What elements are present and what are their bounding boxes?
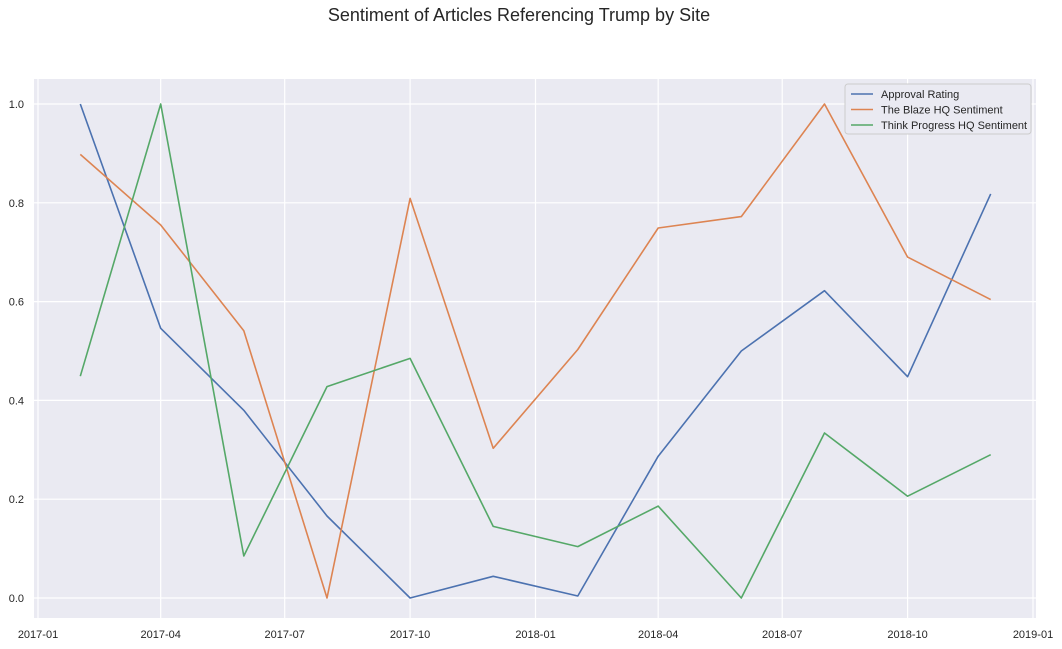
series-line-1 <box>79 103 992 599</box>
y-tick-label: 0.6 <box>9 297 24 309</box>
y-tick-label: 0.2 <box>9 494 24 506</box>
y-tick-label: 0.8 <box>9 198 24 210</box>
chart-title: Sentiment of Articles Referencing Trump … <box>328 5 710 25</box>
x-tick-label: 2017-10 <box>390 629 430 641</box>
series-line-3 <box>79 103 992 599</box>
x-tick-label: 2017-07 <box>265 629 305 641</box>
series-line-2 <box>79 103 992 599</box>
x-tick-label: 2019-01 <box>1013 629 1053 641</box>
y-tick-label: 0.4 <box>9 395 24 407</box>
x-gridlines <box>37 79 1034 618</box>
y-tick-label: 0.0 <box>9 593 24 605</box>
x-tick-label: 2018-10 <box>887 629 927 641</box>
x-tick-label: 2017-01 <box>18 629 58 641</box>
legend-label-2: The Blaze HQ Sentiment <box>881 105 1003 117</box>
series-lines <box>79 103 992 599</box>
x-tick-label: 2018-04 <box>638 629 678 641</box>
x-tick-label: 2017-04 <box>140 629 180 641</box>
legend-box <box>844 83 1032 135</box>
legend-label-1: Approval Rating <box>881 89 959 101</box>
legend-label-3: Think Progress HQ Sentiment <box>881 120 1027 132</box>
legend: Approval Rating The Blaze HQ Sentiment Thi… <box>844 83 1032 135</box>
x-axis-tick-labels: 2017-01 2017-04 2017-07 2017-10 2018-01 2018-… <box>18 629 1053 641</box>
y-tick-label: 1.0 <box>9 99 24 111</box>
x-tick-label: 2018-01 <box>515 629 555 641</box>
y-axis-tick-labels: 0.0 0.2 0.4 0.6 0.8 1.0 <box>9 99 24 605</box>
x-tick-label: 2018-07 <box>762 629 802 641</box>
